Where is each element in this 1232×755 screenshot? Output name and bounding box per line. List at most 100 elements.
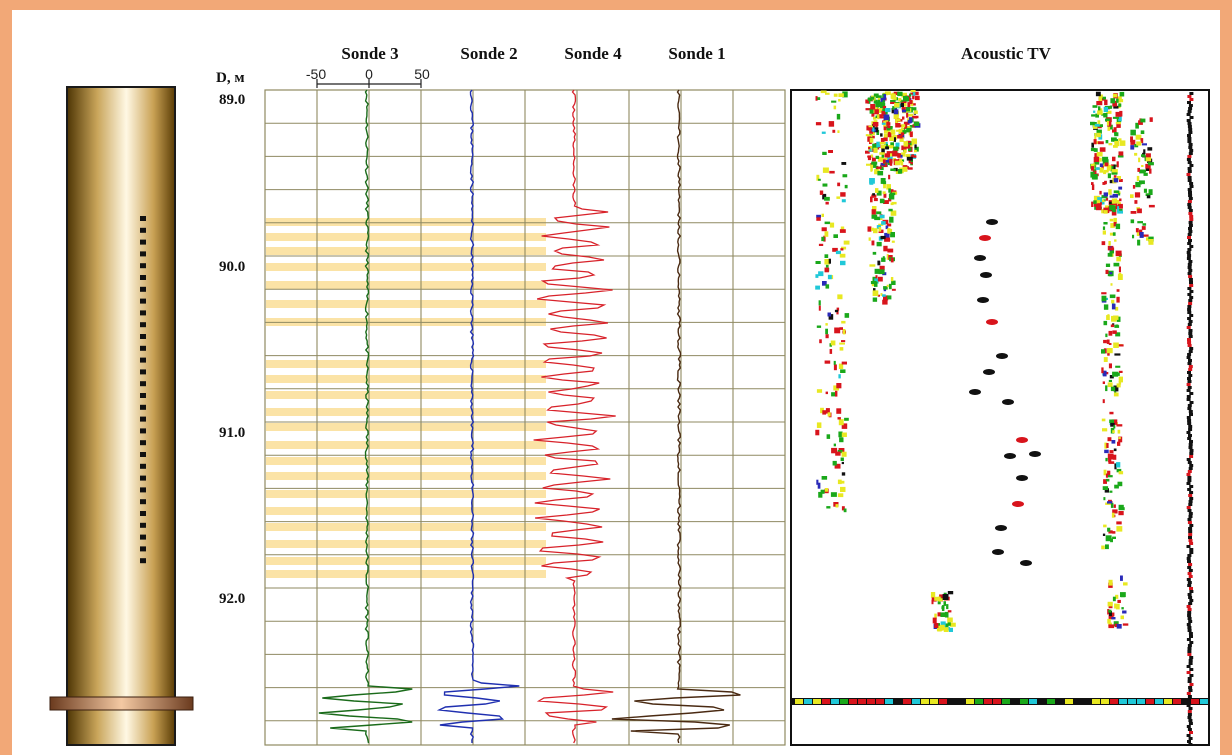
- atv-speck: [899, 99, 903, 103]
- atv-speck: [824, 267, 829, 273]
- atv-speck: [824, 254, 829, 258]
- atv-speck: [893, 137, 896, 142]
- atv-edge: [1188, 722, 1193, 725]
- atv-edge: [1189, 92, 1194, 95]
- atv-speck: [1113, 392, 1119, 397]
- atv-speck: [883, 245, 888, 252]
- atv-edge: [1187, 695, 1192, 698]
- atv-speck: [1109, 450, 1114, 453]
- atv-speck: [833, 364, 837, 371]
- atv-speck: [886, 295, 892, 300]
- atv-speck: [833, 93, 838, 97]
- atv-speck: [841, 506, 845, 511]
- atv-speck: [815, 429, 820, 436]
- atv-speck: [1114, 353, 1121, 356]
- atv-speck: [1105, 457, 1108, 462]
- atv-edge: [1189, 149, 1194, 152]
- atv-speck: [1130, 139, 1136, 145]
- atv-speck: [1109, 179, 1115, 184]
- atv-speck: [1116, 521, 1122, 525]
- atv-speck: [949, 622, 956, 627]
- atv-speck: [868, 134, 873, 138]
- atv-speck: [1118, 381, 1122, 385]
- atv-speck: [1104, 449, 1109, 454]
- atv-edge: [1187, 677, 1192, 680]
- atv-speck: [907, 119, 912, 124]
- atv-speck: [1090, 147, 1096, 152]
- atv-speck: [836, 408, 842, 414]
- atv-speck: [1118, 193, 1121, 196]
- atv-speck: [1110, 98, 1116, 104]
- atv-edge: [1187, 566, 1192, 569]
- perforation-hole: [140, 216, 146, 221]
- atv-edge: [1189, 674, 1194, 677]
- atv-speck: [1140, 130, 1145, 134]
- atv-speck: [930, 592, 936, 598]
- atv-edge: [1187, 629, 1192, 632]
- atv-speck: [874, 268, 880, 274]
- atv-speck: [1110, 283, 1113, 286]
- atv-collar-speck: [1119, 699, 1127, 704]
- atv-speck: [879, 198, 885, 204]
- atv-speck: [1116, 468, 1122, 473]
- atv-edge: [1189, 731, 1193, 734]
- atv-edge: [1187, 380, 1192, 383]
- atv-edge: [1187, 608, 1192, 611]
- atv-speck: [891, 201, 897, 205]
- atv-edge: [1189, 635, 1193, 638]
- atv-speck: [838, 374, 841, 379]
- atv-speck: [826, 434, 831, 439]
- atv-speck: [1143, 188, 1147, 193]
- atv-collar-speck: [903, 699, 911, 704]
- atv-edge: [1188, 527, 1193, 530]
- atv-speck: [1143, 149, 1146, 155]
- atv-speck: [889, 158, 893, 164]
- atv-edge: [1187, 311, 1192, 314]
- atv-speck: [818, 243, 824, 246]
- atv-speck: [1116, 122, 1121, 128]
- atv-speck: [882, 299, 888, 305]
- atv-speck: [1113, 175, 1117, 179]
- atv-speck: [871, 111, 875, 117]
- atv-speck: [906, 107, 910, 112]
- atv-collar-speck: [1155, 699, 1163, 704]
- atv-speck: [838, 419, 844, 426]
- atv-speck: [1138, 157, 1141, 163]
- atv-speck: [872, 127, 875, 132]
- atv-collar-speck: [795, 699, 803, 704]
- atv-edge: [1188, 350, 1193, 353]
- atv-speck: [903, 149, 907, 153]
- atv-speck: [841, 246, 847, 250]
- atv-edge: [1188, 299, 1193, 302]
- atv-speck: [900, 100, 907, 103]
- atv-speck: [824, 196, 830, 201]
- atv-cavity: [1016, 437, 1028, 443]
- header-acoustic-tv: Acoustic TV: [961, 44, 1052, 63]
- atv-speck: [1103, 524, 1107, 528]
- atv-edge: [1186, 119, 1191, 122]
- atv-speck: [1111, 419, 1118, 425]
- atv-speck: [829, 170, 835, 174]
- atv-speck: [1112, 371, 1119, 377]
- atv-speck: [1135, 181, 1141, 188]
- atv-speck: [1135, 122, 1139, 129]
- atv-speck: [1107, 348, 1113, 354]
- atv-speck: [1092, 105, 1098, 108]
- atv-edge: [1187, 134, 1191, 137]
- atv-speck: [1119, 110, 1123, 117]
- atv-speck: [1113, 262, 1120, 267]
- atv-speck: [840, 457, 844, 461]
- atv-speck: [831, 100, 837, 103]
- atv-edge: [1188, 329, 1193, 332]
- atv-speck: [1111, 169, 1118, 174]
- atv-speck: [1106, 478, 1110, 482]
- atv-speck: [892, 106, 895, 110]
- atv-speck: [822, 410, 827, 415]
- atv-speck: [1115, 164, 1118, 167]
- atv-speck: [891, 288, 896, 291]
- atv-speck: [877, 97, 881, 101]
- atv-speck: [1091, 201, 1094, 207]
- atv-edge: [1186, 638, 1191, 641]
- atv-speck: [911, 142, 914, 146]
- atv-edge: [1186, 251, 1191, 254]
